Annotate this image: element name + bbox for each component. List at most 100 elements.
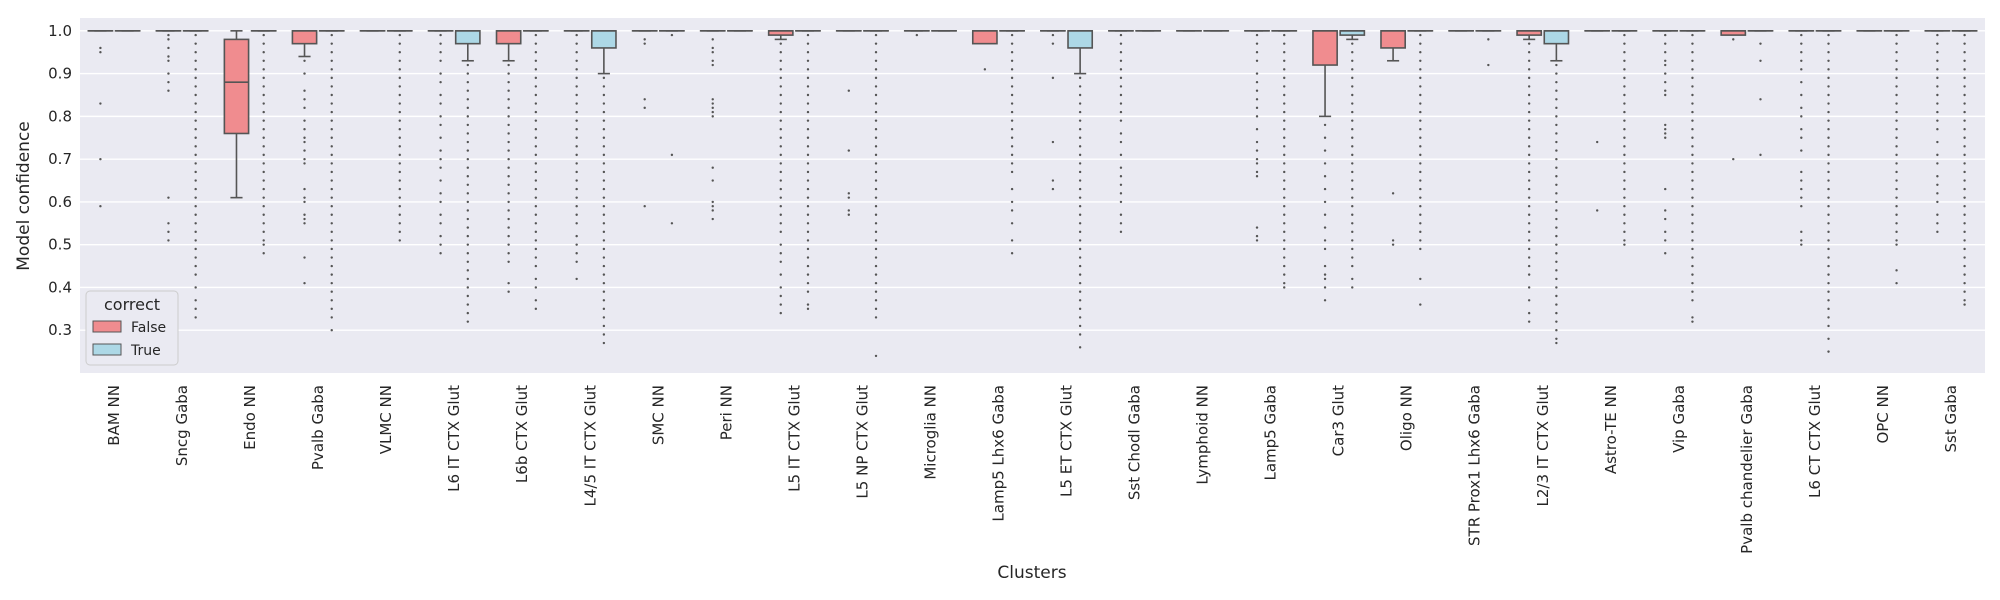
flier-point [1010, 93, 1014, 97]
legend: correct False True [85, 290, 179, 366]
flier-point [262, 145, 265, 148]
flier-point [507, 200, 510, 204]
flier-point [1827, 33, 1830, 37]
flier-point [874, 119, 878, 122]
flier-point [534, 170, 538, 174]
box-false-21 [1516, 30, 1543, 323]
flier-point [806, 162, 810, 165]
x-tick-label: SMC NN [649, 385, 667, 445]
flier-point [1323, 213, 1327, 216]
flier-point [1623, 68, 1626, 71]
flier-point [1010, 222, 1014, 225]
flier-point [1255, 157, 1259, 161]
flier-point [1527, 320, 1531, 323]
flier-point [1323, 123, 1327, 127]
flier-point [507, 132, 510, 135]
flier-point [262, 187, 265, 191]
flier-point [1895, 119, 1898, 122]
x-tick-label: L6 IT CTX Glut [445, 385, 463, 492]
flier-point [1895, 269, 1898, 272]
flier-point [1283, 162, 1286, 165]
flier-point [874, 222, 878, 225]
y-tick-label: 0.7 [48, 150, 72, 168]
flier-point [1255, 51, 1259, 54]
flier-point [1555, 226, 1558, 229]
flier-point [874, 59, 878, 62]
flier-point [874, 51, 878, 54]
flier-point [711, 110, 714, 114]
box-false-18 [1312, 30, 1338, 302]
flier-point [1078, 128, 1082, 131]
flier-point [1323, 286, 1327, 289]
flier-point [1555, 132, 1558, 135]
box-false-7 [563, 30, 590, 281]
flier-point [806, 204, 810, 208]
x-tick-label: STR Prox1 Lhx6 Gaba [1466, 385, 1484, 546]
flier-point [466, 106, 470, 110]
flier-point [779, 102, 782, 105]
flier-point [1827, 264, 1830, 268]
flier-point [1963, 145, 1966, 148]
flier-point [779, 303, 782, 306]
flier-point [1623, 145, 1626, 148]
flier-point [1623, 204, 1626, 208]
flier-point [1936, 183, 1939, 187]
box-true-20 [1475, 30, 1502, 67]
flier-point [1555, 63, 1558, 67]
flier-point [779, 145, 782, 148]
flier-point [398, 68, 401, 71]
flier-point [1691, 299, 1694, 302]
flier-point [1827, 239, 1830, 242]
flier-point [534, 196, 538, 199]
flier-point [466, 277, 470, 281]
box-true-5 [454, 30, 481, 323]
flier-point [507, 226, 510, 229]
flier-point [1283, 196, 1286, 199]
flier-point [1895, 68, 1898, 71]
flier-point [779, 110, 782, 114]
x-tick-label: BAM NN [105, 385, 123, 446]
flier-point [1527, 311, 1531, 315]
flier-point [194, 247, 197, 251]
flier-point [1555, 277, 1558, 281]
flier-point [1119, 222, 1123, 225]
flier-point [262, 239, 265, 242]
x-tick-label: Microglia NN [921, 385, 939, 480]
legend-label-true: True [130, 343, 161, 359]
flier-point [330, 110, 333, 114]
flier-point [1963, 264, 1966, 268]
flier-point [507, 123, 510, 127]
flier-point [1255, 128, 1259, 131]
box-false-11 [835, 30, 862, 216]
flier-point [874, 85, 878, 88]
flier-point [1664, 136, 1667, 139]
flier-point [1078, 187, 1082, 191]
flier-point [983, 68, 987, 71]
flier-point [330, 136, 333, 139]
flier-point [1623, 85, 1626, 88]
flier-point [534, 59, 538, 62]
flier-point [466, 98, 470, 101]
flier-point [1283, 110, 1286, 114]
flier-point [575, 213, 578, 216]
flier-point [466, 260, 470, 263]
flier-point [1827, 337, 1830, 340]
flier-point [1664, 33, 1667, 37]
flier-point [1963, 102, 1966, 105]
flier-point [1732, 38, 1735, 41]
flier-point [1623, 196, 1626, 199]
flier-point [262, 119, 265, 122]
flier-point [602, 281, 606, 285]
flier-point [1078, 179, 1082, 182]
box-false-17 [1244, 30, 1270, 242]
flier-point [1255, 89, 1259, 92]
flier-point [806, 136, 810, 139]
flier-point [1527, 247, 1531, 251]
flier-point [1255, 80, 1259, 84]
flier-point [1623, 213, 1626, 216]
flier-point [194, 273, 197, 276]
box-true-1 [182, 30, 209, 319]
flier-point [194, 128, 197, 131]
flier-point [1527, 204, 1531, 208]
flier-point [398, 59, 401, 62]
